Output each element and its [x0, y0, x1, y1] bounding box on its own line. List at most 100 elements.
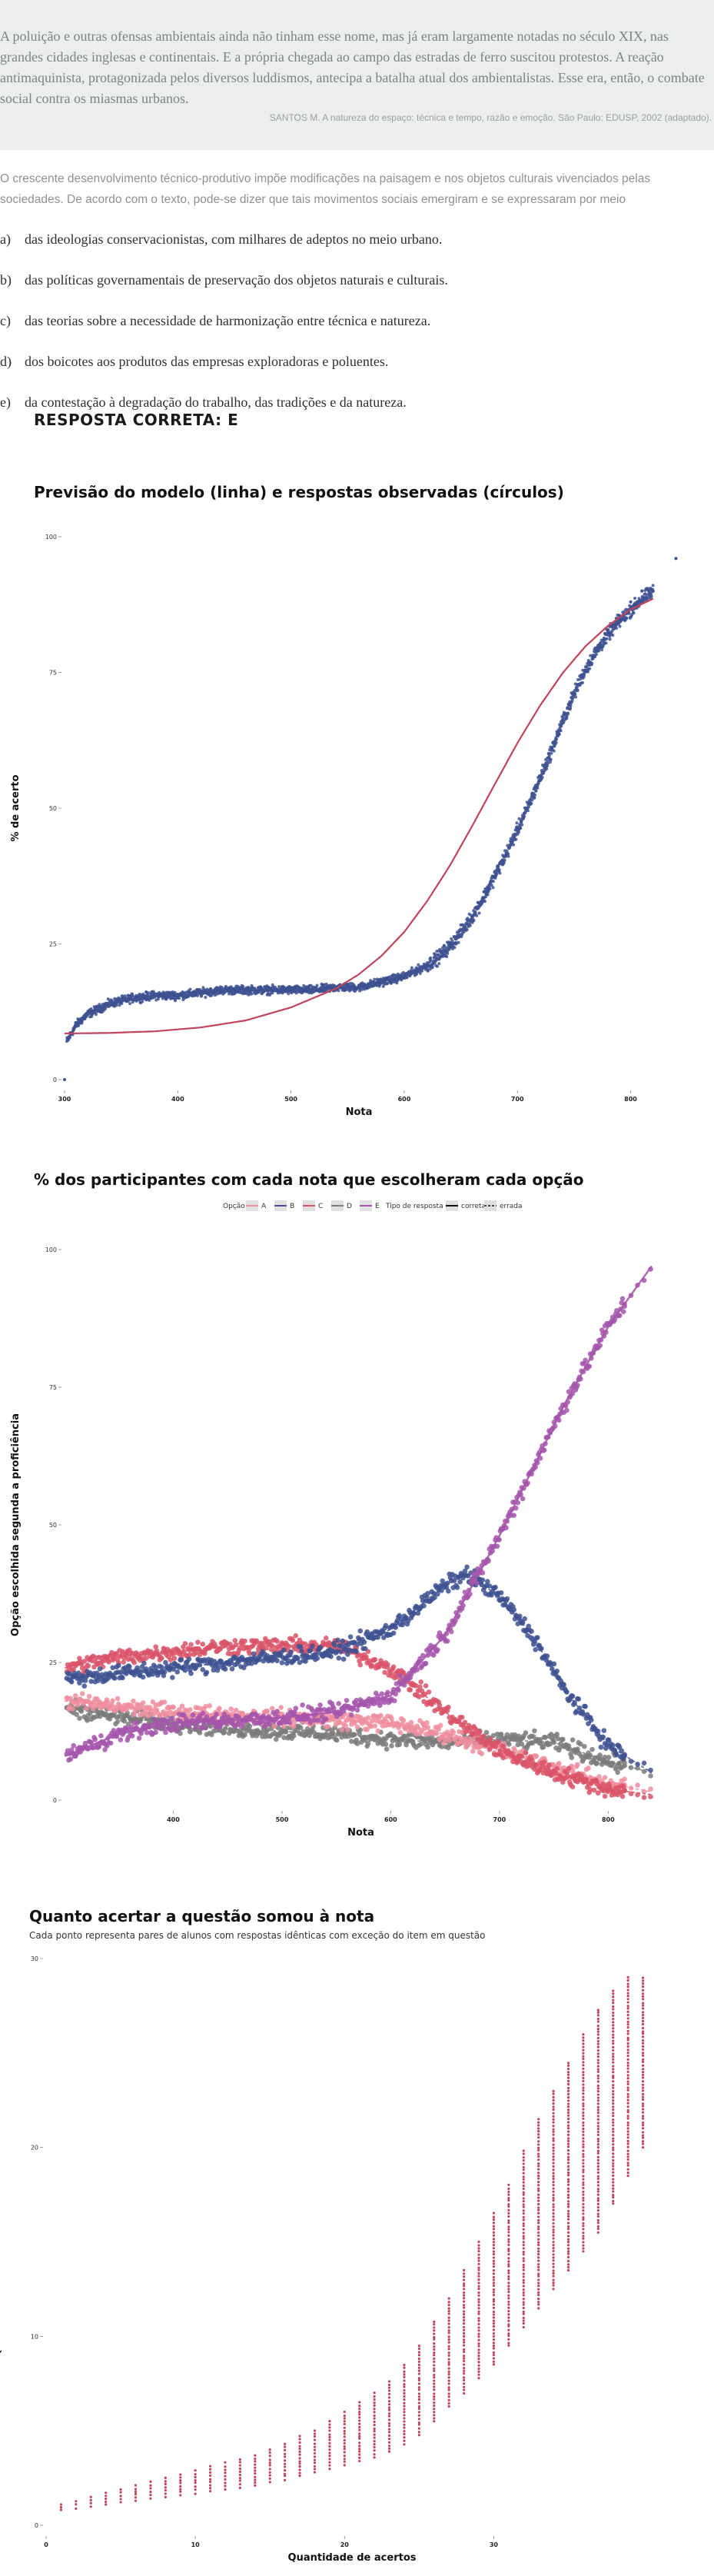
observed-point — [606, 633, 610, 637]
observed-point — [497, 868, 501, 872]
option-D-point — [589, 1746, 595, 1752]
observed-point — [585, 664, 589, 668]
option-B-point — [504, 1596, 510, 1602]
correct-answer: RESPOSTA CORRETA: E — [34, 411, 239, 429]
option-A-point — [479, 1751, 484, 1756]
option-C-point — [188, 1642, 194, 1648]
option-A-point — [400, 1717, 407, 1723]
observed-point — [596, 649, 600, 653]
option-B-point — [440, 1578, 446, 1584]
option-B-point — [140, 1674, 146, 1680]
observed-point — [115, 1003, 118, 1007]
option-E-point — [129, 1733, 135, 1739]
observed-point — [576, 688, 580, 692]
option-B-point — [186, 1656, 192, 1662]
option-E-point — [200, 1710, 206, 1716]
option-B-point — [432, 1595, 437, 1600]
observed-point — [462, 930, 466, 934]
option-B-point — [464, 1564, 470, 1570]
option-C-point — [193, 1650, 199, 1656]
option-A-point — [425, 1725, 430, 1730]
observed-point — [652, 589, 655, 593]
option-B-point — [354, 1642, 360, 1647]
observed-point — [178, 997, 181, 1000]
observed-point — [574, 695, 578, 699]
observed-point — [446, 951, 450, 955]
observed-point — [131, 993, 134, 997]
option-C-point — [274, 1638, 280, 1644]
option-d[interactable]: d) dos boicotes aos produtos das empresas… — [0, 350, 388, 373]
observed-point — [491, 886, 495, 890]
observed-point — [401, 970, 405, 974]
observed-point — [545, 764, 549, 768]
option-A-point — [179, 1703, 185, 1709]
option-C-point — [459, 1714, 465, 1720]
option-a[interactable]: a) das ideologias conservacionistas, com … — [0, 228, 442, 251]
option-A-point — [217, 1706, 222, 1711]
option-C-point — [292, 1646, 297, 1652]
observed-point — [618, 624, 622, 628]
observed-point — [437, 962, 441, 966]
observed-point — [545, 767, 549, 770]
option-A-point — [470, 1749, 476, 1754]
observed-point — [141, 1000, 144, 1003]
option-A-point — [164, 1711, 169, 1717]
option-E-point — [379, 1691, 385, 1697]
option-B-point — [397, 1612, 403, 1619]
option-D-point — [490, 1732, 496, 1739]
observed-point — [395, 981, 399, 985]
option-C-point — [416, 1694, 422, 1699]
option-B-point — [188, 1670, 194, 1676]
observed-point — [589, 654, 593, 657]
option-B-point — [314, 1656, 320, 1661]
option-B-point — [174, 1669, 181, 1675]
observed-point — [519, 826, 523, 830]
option-A-point — [357, 1714, 364, 1720]
option-A-point — [203, 1703, 208, 1709]
passage-box: A poluição e outras ofensas ambientais a… — [0, 0, 714, 150]
option-A-point — [447, 1738, 452, 1743]
option-D-point — [330, 1730, 336, 1736]
option-C-point — [480, 1733, 487, 1739]
option-B-point — [561, 1682, 566, 1688]
option-D-point — [498, 1732, 504, 1737]
legend-option-label: E — [375, 1203, 380, 1210]
option-c[interactable]: c) das teorias sobre a necessidade de har… — [0, 309, 430, 332]
observed-point — [506, 854, 510, 858]
option-letter: a) — [0, 231, 11, 247]
option-E-point — [336, 1701, 342, 1706]
option-A-point — [228, 1706, 234, 1712]
option-E-point — [435, 1647, 440, 1652]
option-E-point — [317, 1702, 323, 1708]
option-text: das políticas governamentais de preserva… — [25, 272, 448, 288]
option-A-point — [70, 1706, 75, 1712]
option-B-point — [457, 1579, 463, 1585]
option-B-point — [421, 1603, 427, 1609]
option-A-point — [105, 1699, 111, 1706]
observed-point — [405, 976, 409, 980]
option-B-point — [451, 1578, 457, 1583]
option-D-point — [575, 1746, 580, 1752]
option-A-point — [140, 1700, 146, 1706]
option-E-point — [287, 1719, 293, 1726]
option-E-point — [300, 1702, 305, 1708]
option-E-point — [420, 1652, 426, 1659]
option-A-point — [337, 1719, 343, 1726]
option-E-point — [174, 1729, 181, 1734]
option-C-point — [648, 1794, 653, 1799]
x-tick-label: 800 — [602, 1816, 615, 1823]
observed-point — [547, 751, 551, 755]
option-C-point — [641, 1795, 647, 1800]
observed-point — [430, 966, 434, 970]
option-b[interactable]: b) das políticas governamentais de preser… — [0, 268, 448, 291]
option-C-point — [153, 1644, 158, 1650]
option-C-point — [477, 1729, 483, 1735]
option-E-point — [344, 1698, 350, 1703]
option-E-point — [214, 1712, 219, 1717]
option-B-point — [141, 1660, 147, 1666]
option-E-point — [511, 1513, 516, 1518]
option-A-point — [437, 1722, 443, 1729]
option-e[interactable]: e) da contestação à degradação do trabalh… — [0, 391, 407, 414]
observed-point — [337, 989, 340, 993]
